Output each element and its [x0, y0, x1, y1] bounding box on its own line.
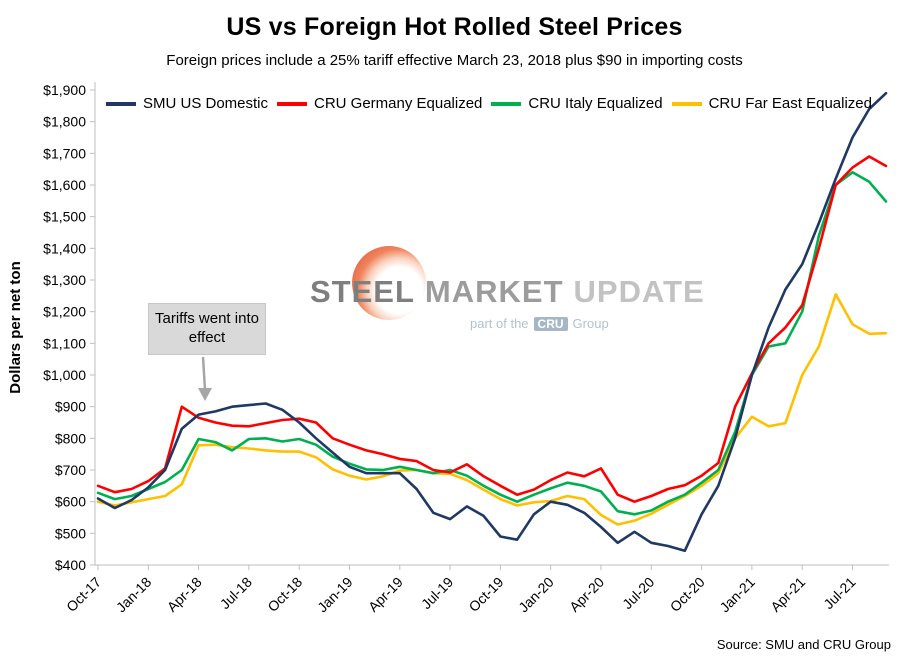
annotation-arrowhead — [198, 388, 212, 401]
y-tick-label: $1,300 — [43, 272, 86, 288]
watermark-steel: STEEL — [310, 274, 415, 309]
y-tick-label: $1,500 — [43, 209, 86, 225]
watermark-words: STEEL MARKET UPDATE — [310, 274, 715, 310]
x-tick-label: Jul-21 — [820, 574, 858, 612]
tariff-annotation: Tariffs went into effect — [148, 303, 266, 355]
series-line-0 — [96, 91, 888, 553]
y-tick-label: $1,600 — [43, 177, 86, 193]
y-tick-label: $1,900 — [43, 82, 86, 98]
legend-label-cru-germany: CRU Germany Equalized — [314, 95, 483, 112]
y-tick-label: $1,200 — [43, 304, 86, 320]
legend-item-cru-italy: CRU Italy Equalized — [491, 95, 663, 112]
y-tick-label: $700 — [55, 462, 86, 478]
annotation-arrow — [201, 356, 207, 391]
y-tick-label: $1,700 — [43, 145, 86, 161]
watermark-update: UPDATE — [573, 274, 705, 309]
y-tick-label: $1,400 — [43, 240, 86, 256]
x-tick-label: Jan-21 — [716, 574, 758, 616]
x-tick-label: Jul-19 — [418, 574, 456, 612]
x-tick-label: Apr-18 — [164, 574, 205, 615]
x-tick-label: Jan-18 — [113, 574, 155, 616]
legend-swatch-smu-us-domestic — [106, 101, 136, 106]
cru-logo: CRU — [533, 316, 568, 331]
x-tick-label: Apr-21 — [767, 574, 808, 615]
y-tick-label: $1,100 — [43, 335, 86, 351]
x-tick-label: Jan-19 — [314, 574, 356, 616]
x-tick-label: Oct-18 — [264, 574, 305, 615]
watermark-market: MARKET — [424, 274, 564, 309]
y-tick-label: $900 — [55, 399, 86, 415]
tagline-group: Group — [572, 316, 609, 331]
series-line-3 — [96, 292, 888, 526]
x-tick-label: Oct-17 — [63, 574, 104, 615]
legend-swatch-cru-far-east — [671, 101, 702, 106]
y-tick-label: $400 — [55, 557, 86, 573]
x-tick-label: Oct-20 — [667, 574, 708, 615]
legend-swatch-cru-germany — [277, 101, 307, 106]
x-tick-label: Oct-19 — [465, 574, 506, 615]
y-tick-label: $800 — [55, 430, 86, 446]
chart-title: US vs Foreign Hot Rolled Steel Prices — [226, 13, 683, 41]
watermark-tagline: part of the CRU Group — [470, 316, 609, 331]
y-tick-label: $500 — [55, 525, 86, 541]
x-tick-label: Jul-18 — [217, 574, 255, 612]
chart-subtitle: Foreign prices include a 25% tariff effe… — [166, 52, 743, 69]
source-note: Source: SMU and CRU Group — [716, 637, 891, 652]
legend-item-smu-us-domestic: SMU US Domestic — [106, 95, 268, 112]
x-tick-label: Jul-20 — [619, 574, 657, 612]
legend-swatch-cru-italy — [491, 101, 522, 106]
y-tick-label: $1,000 — [43, 367, 86, 383]
legend-label-smu-us-domestic: SMU US Domestic — [143, 95, 269, 112]
legend: SMU US Domestic CRU Germany Equalized CR… — [106, 95, 872, 112]
x-tick-label: Jan-20 — [515, 574, 557, 616]
x-tick-label: Apr-19 — [365, 574, 406, 615]
smu-logo-icon — [352, 246, 426, 320]
tagline-prefix: part of the — [470, 316, 529, 331]
legend-item-cru-germany: CRU Germany Equalized — [277, 95, 482, 112]
legend-item-cru-far-east: CRU Far East Equalized — [671, 95, 872, 112]
legend-label-cru-italy: CRU Italy Equalized — [528, 95, 663, 112]
x-tick-label: Apr-20 — [566, 574, 607, 615]
legend-label-cru-far-east: CRU Far East Equalized — [708, 95, 872, 112]
y-axis-title: Dollars per net ton — [7, 261, 24, 394]
y-tick-label: $1,800 — [43, 114, 86, 130]
y-tick-label: $600 — [55, 494, 86, 510]
smu-watermark: STEEL MARKET UPDATE part of the CRU Group — [300, 246, 704, 346]
